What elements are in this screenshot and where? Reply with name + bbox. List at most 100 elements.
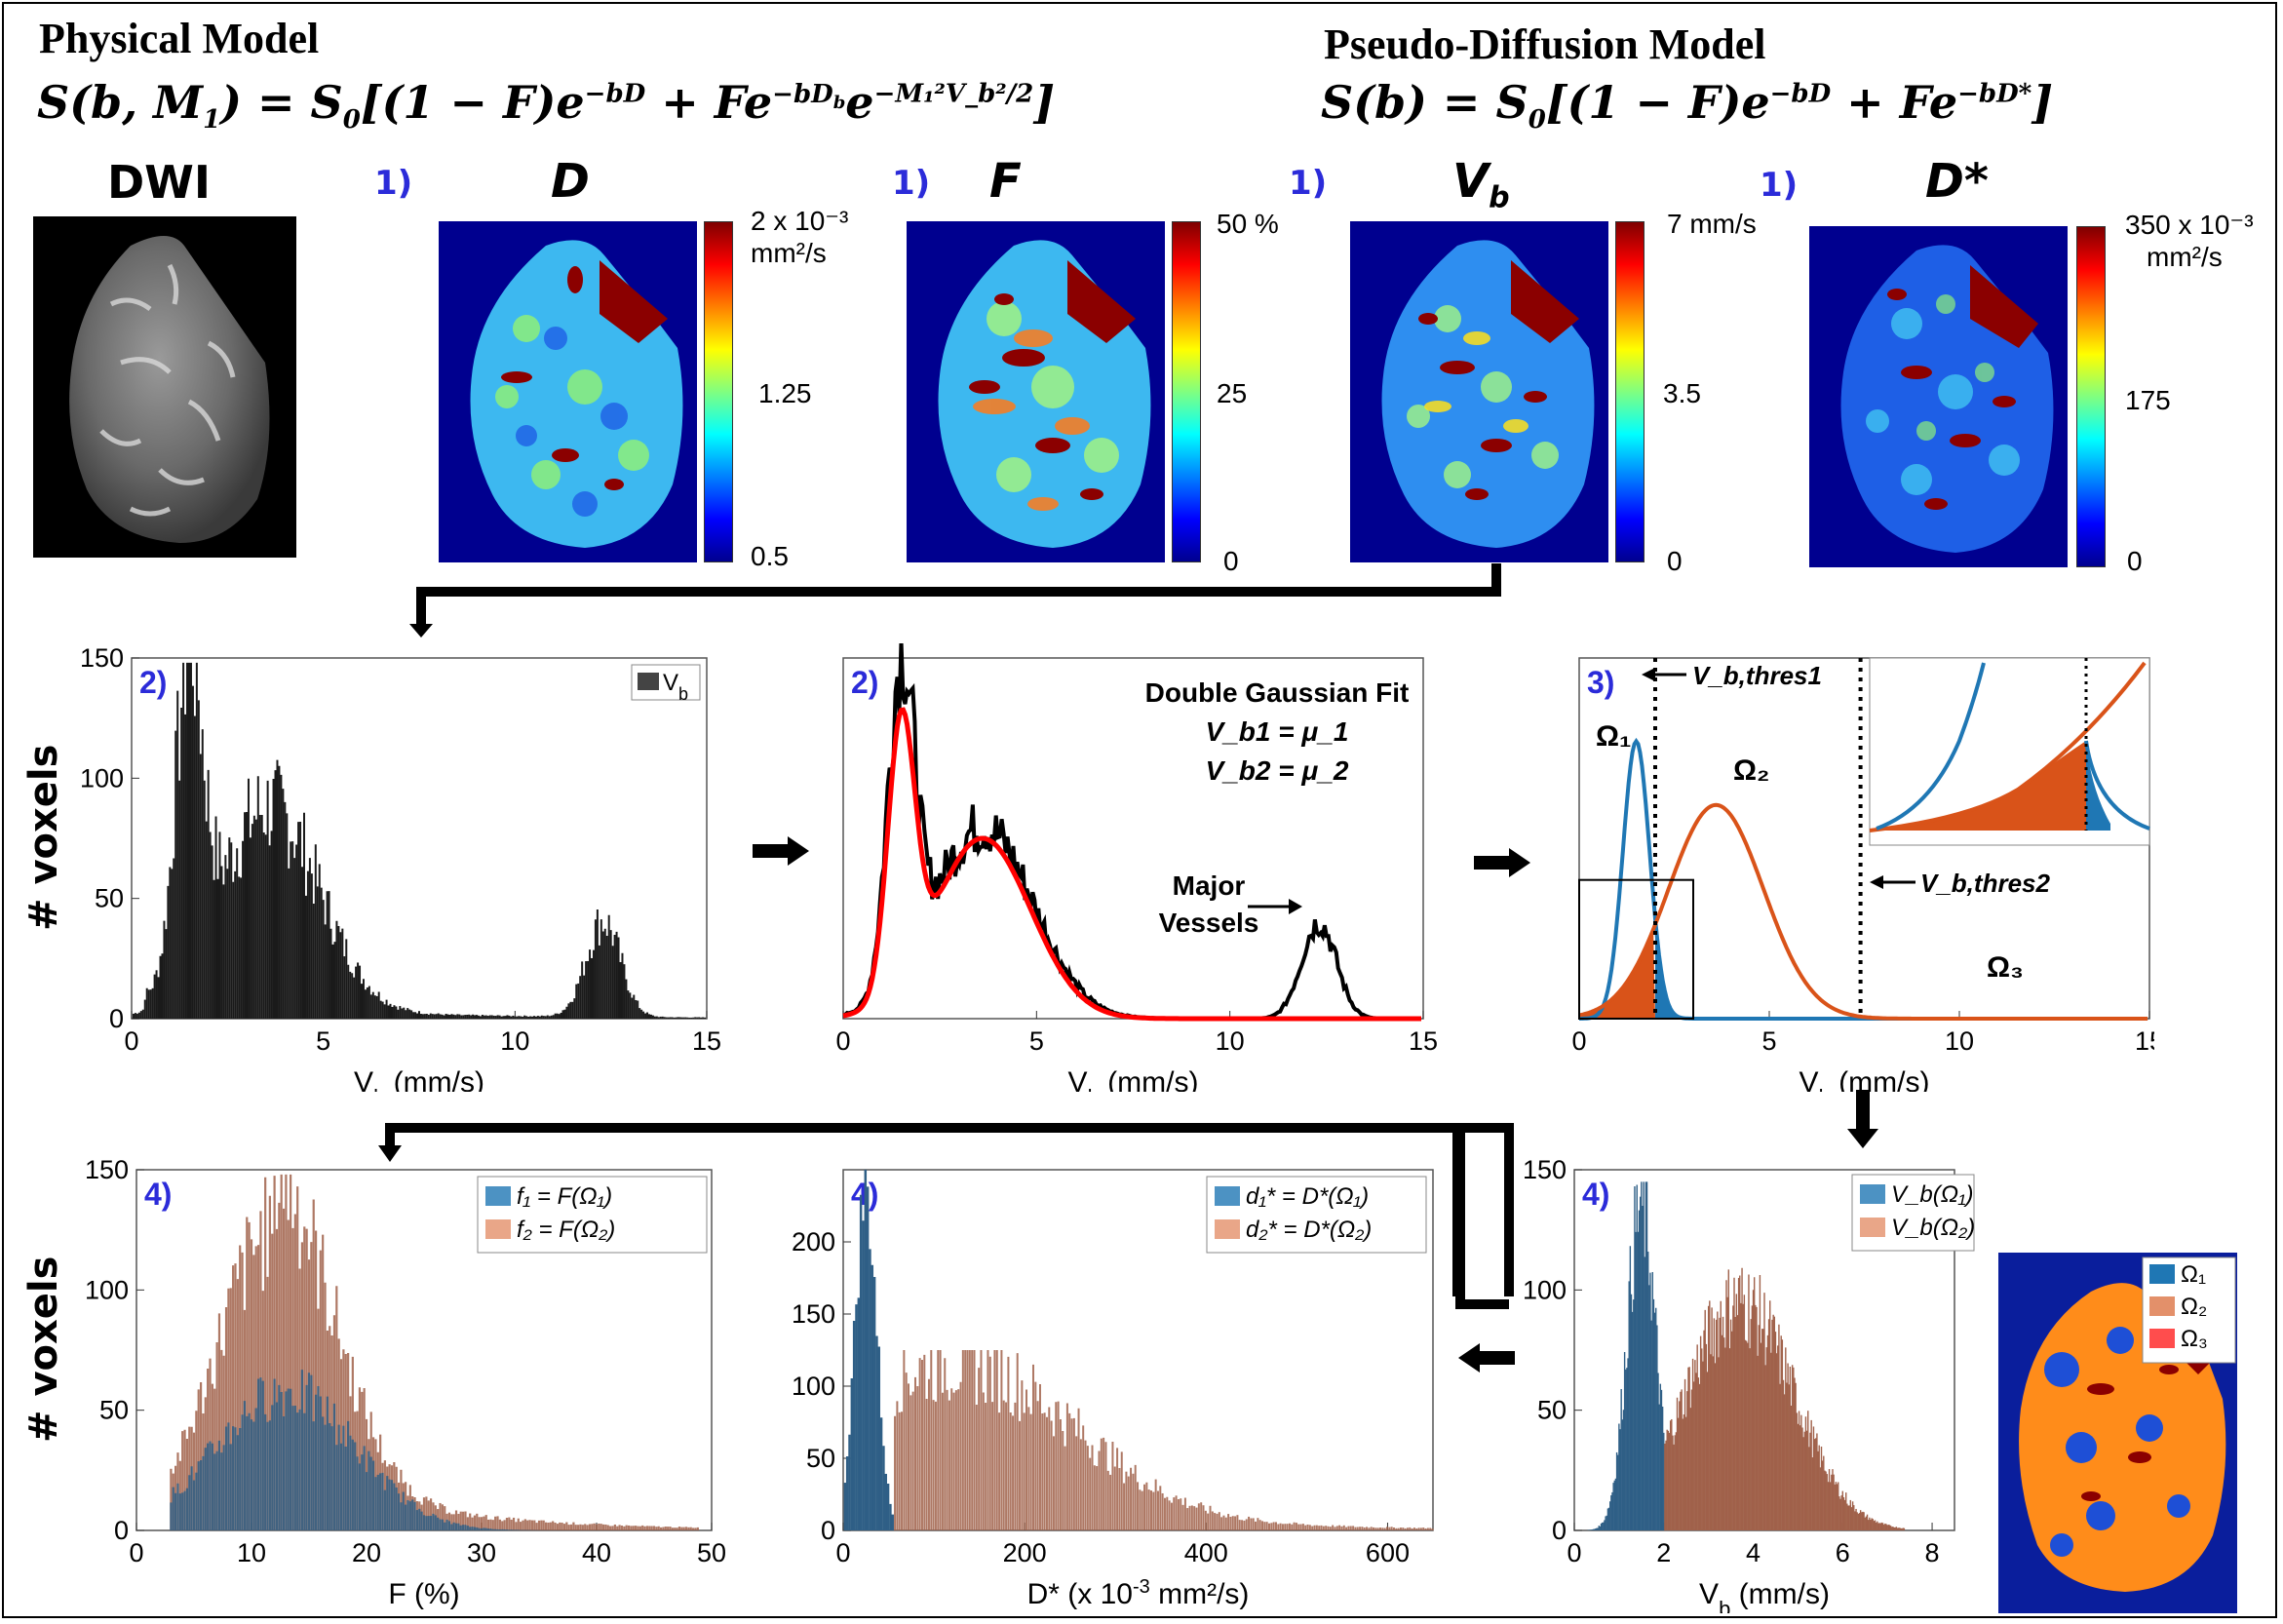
map-f-cb-top: 50 % [1217, 209, 1279, 239]
seg-legend-label: Ω₁ [2181, 1261, 2206, 1288]
seg-map-omega1 [2136, 1414, 2163, 1442]
arrow-head-1 [409, 624, 433, 638]
thres1-label: V_b,thres1 [1692, 661, 1822, 690]
seg-map-omega3-vessel [2081, 1491, 2101, 1501]
map-d-image [439, 221, 697, 562]
legend-box [1206, 1176, 1427, 1254]
y-tick-label: 0 [109, 1004, 124, 1033]
arrow-to-f-hist [378, 1145, 402, 1162]
x-axis-label: Vb (mm/s) [354, 1066, 484, 1092]
seg-map-omega1 [2086, 1501, 2115, 1530]
legend-swatch [485, 1219, 511, 1239]
x-tick-label: 30 [467, 1538, 496, 1567]
seg-map-omega3-vessel [2087, 1383, 2114, 1395]
map-dstar-colorbar [2076, 226, 2106, 567]
seg-map-omega1 [2050, 1533, 2073, 1557]
legend-swatch [638, 673, 659, 690]
legend-label: f₁ = F(Ω₁) [517, 1183, 612, 1210]
x-tick-label: 15 [2135, 1026, 2154, 1056]
legend-swatch [485, 1186, 511, 1206]
x-tick-label: 0 [1567, 1538, 1581, 1567]
inset-orange-fill [1870, 741, 2086, 831]
x-axis-label: Vb (mm/s) [1068, 1066, 1199, 1092]
map-d-cb-mid: 1.25 [758, 378, 812, 408]
map-vb-cb-top: 7 mm/s [1667, 209, 1757, 239]
map-dstar-image [1809, 226, 2068, 567]
y-tick-label: 100 [85, 1275, 129, 1304]
arrow-maps-to-hist [416, 563, 1501, 624]
vessels-label: Major [1173, 870, 1246, 901]
x-axis-label: D* (x 10-3 mm²/s) [1027, 1576, 1250, 1610]
map-f-step: 1) [892, 164, 931, 203]
map-f-colorbar [1172, 221, 1201, 562]
seg-legend-swatch [2149, 1296, 2175, 1316]
chart-omega-histogram: 0 2 4 6 8 0 50 100 150 Vb (mm/s) 4) V_b(Ω₁) V_b(Ω₂) Ω… [1523, 1155, 2237, 1613]
x-tick-label: 5 [1029, 1026, 1044, 1056]
x-tick-label: 600 [1366, 1538, 1410, 1567]
legend-label: f₂ = F(Ω₂) [517, 1217, 615, 1243]
x-tick-label: 50 [697, 1538, 726, 1567]
step-label: 2) [139, 665, 167, 700]
seg-map-omega1 [2107, 1327, 2134, 1354]
pseudo-diffusion-title: Pseudo-Diffusion Model [1324, 20, 1766, 68]
thres2-label: V_b,thres2 [1920, 869, 2050, 898]
legend-label: d₂* = D*(Ω₂) [1246, 1217, 1372, 1243]
x-tick-label: 20 [352, 1538, 381, 1567]
x-tick-label: 0 [124, 1026, 138, 1056]
map-d-cb-unit: mm²/s [751, 238, 827, 268]
x-tick-label: 10 [1216, 1026, 1245, 1056]
legend-box [477, 1176, 708, 1254]
y-tick-label: 50 [99, 1396, 129, 1425]
arrow-fit-to-thres [1509, 848, 1530, 877]
map-d-cb-bottom: 0.5 [751, 541, 789, 571]
x-axis-label: F (%) [388, 1578, 459, 1610]
seg-map-omega3-vessel [2128, 1451, 2151, 1463]
map-dstar-cb-bottom: 0 [2127, 546, 2143, 576]
legend-label: Vb [663, 670, 688, 704]
omega3-label: Ω₃ [1987, 951, 2024, 984]
legend-label: V_b(Ω₁) [1891, 1181, 1974, 1208]
dwi-image [33, 216, 296, 558]
fit-title: Double Gaussian Fit [1145, 677, 1410, 708]
map-vb-image [1350, 221, 1608, 562]
row3-ylabel: # voxels [21, 1256, 66, 1443]
map-dstar-step: 1) [1760, 166, 1799, 205]
x-tick-label: 10 [237, 1538, 266, 1567]
inset-orange-line [1869, 661, 2147, 832]
chart-vb-histogram: 051015050100150Vb (mm/s)2)Vb [80, 643, 721, 1092]
physical-model-equation: S(b, M1) = S0[(1 − F)e−bD + Fe−bDbe−M₁²V… [37, 76, 1055, 135]
step-label: 3) [1587, 665, 1614, 700]
y-tick-label: 150 [792, 1299, 835, 1329]
x-axis-label: Vb (mm/s) [1799, 1066, 1930, 1092]
vessels-arrow-head [1289, 899, 1302, 914]
x-tick-label: 5 [1761, 1026, 1776, 1056]
map-f-cb-bottom: 0 [1223, 546, 1239, 576]
step-label: 4) [144, 1177, 172, 1212]
x-tick-label: 15 [1409, 1026, 1438, 1056]
x-tick-label: 8 [1925, 1538, 1940, 1567]
x-tick-label: 4 [1746, 1538, 1761, 1567]
chart-double-gaussian: 0 5 10 15 Vb (mm/s) 2) Double Gaussian Fit V_b1… [835, 643, 1438, 1092]
omega2-fill [1579, 929, 1655, 1019]
x-tick-label: 0 [129, 1538, 143, 1567]
fit-eq-1: V_b1 = μ_1 [1206, 716, 1349, 747]
x-tick-label: 0 [835, 1026, 850, 1056]
pseudo-diffusion-equation: S(b) = S0[(1 − F)e−bD + Fe−bD*] [1321, 76, 2053, 135]
map-d-label: D [551, 154, 590, 209]
map-dstar-label: D* [1925, 154, 1989, 209]
x-tick-label: 400 [1184, 1538, 1228, 1567]
seg-map-omega1 [2044, 1352, 2079, 1387]
y-tick-label: 200 [792, 1227, 835, 1257]
legend-box [1851, 1174, 1975, 1252]
map-f-image [907, 221, 1165, 562]
y-tick-label: 50 [806, 1444, 835, 1473]
y-tick-label: 150 [1523, 1155, 1567, 1184]
fit-line [842, 707, 1421, 1022]
map-vb-label: Vb [1452, 154, 1510, 215]
legend-swatch [1215, 1219, 1240, 1239]
omega2-label: Ω₂ [1733, 754, 1769, 787]
y-tick-label: 0 [114, 1516, 129, 1545]
seg-legend-label: Ω₂ [2181, 1294, 2207, 1320]
